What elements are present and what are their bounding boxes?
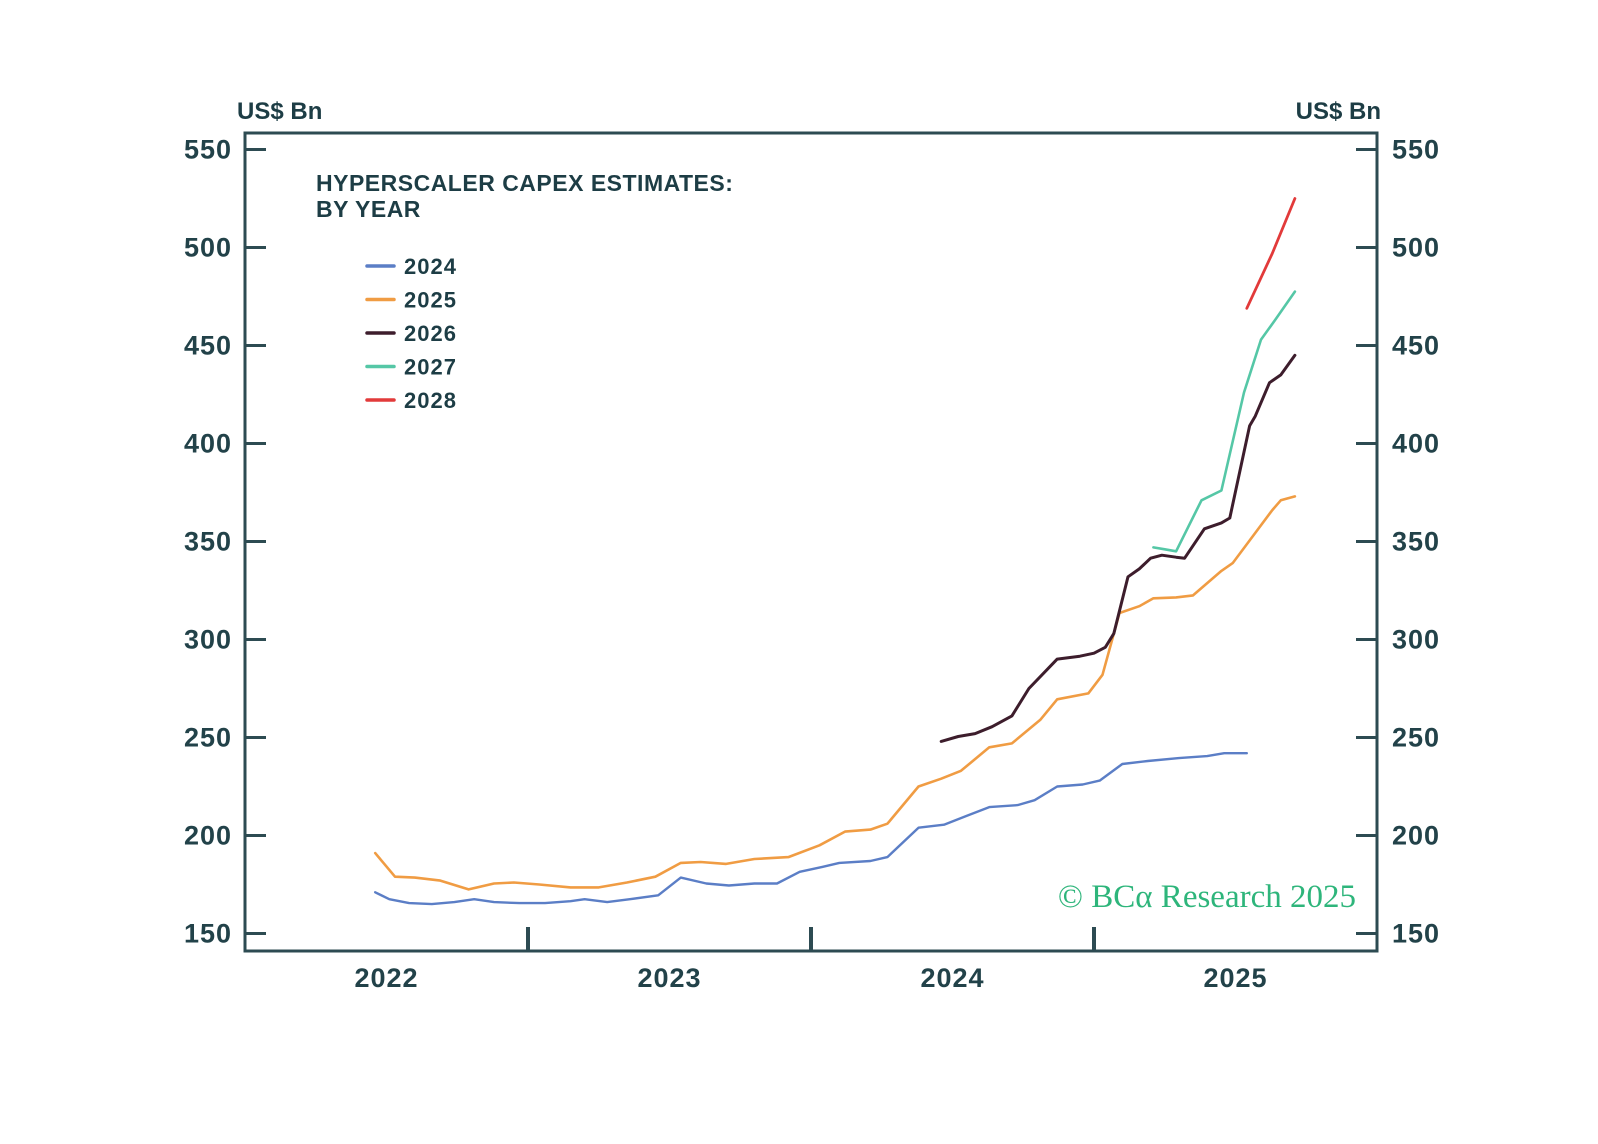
series-line-2025 (373, 495, 1297, 891)
x-tick-label: 2024 (920, 963, 984, 993)
x-tick-label: 2025 (1203, 963, 1267, 993)
axis-ticks: 150 150 200 200 250 250 300 300 350 350 400 400 450 4… (184, 135, 1440, 994)
y-tick-label-left: 500 (184, 233, 232, 263)
bca-research-watermark: © BCα Research 2025 (1058, 879, 1356, 915)
y-tick-label-right: 350 (1392, 527, 1440, 557)
series-line-2024 (374, 752, 1249, 906)
legend-label-2024: 2024 (404, 254, 457, 279)
x-tick-label: 2023 (637, 963, 701, 993)
y-tick-label-left: 300 (184, 625, 232, 655)
y-tick-label-left: 550 (184, 135, 232, 165)
y-tick-label-right: 150 (1392, 919, 1440, 949)
y-tick-label-right: 200 (1392, 821, 1440, 851)
y-tick-label-left: 200 (184, 821, 232, 851)
y-tick-label-left: 400 (184, 429, 232, 459)
y-tick-label-right: 250 (1392, 723, 1440, 753)
data-series-lines (373, 197, 1297, 906)
y-tick-label-left: 350 (184, 527, 232, 557)
y-tick-label-right: 550 (1392, 135, 1440, 165)
y-tick-label-left: 150 (184, 919, 232, 949)
y-tick-label-left: 250 (184, 723, 232, 753)
series-line-2027 (1152, 290, 1297, 553)
chart-legend: 2024 2025 2026 2027 2028 (365, 254, 457, 413)
y-tick-label-right: 500 (1392, 233, 1440, 263)
legend-label-2028: 2028 (404, 388, 457, 413)
series-line-2026 (939, 353, 1297, 743)
chart-title-line1: HYPERSCALER CAPEX ESTIMATES: (316, 170, 733, 196)
y-tick-label-right: 450 (1392, 331, 1440, 361)
x-tick-label: 2022 (354, 963, 418, 993)
y-tick-label-right: 300 (1392, 625, 1440, 655)
series-line-2028 (1245, 197, 1297, 310)
legend-label-2025: 2025 (404, 288, 457, 313)
y-axis-title-left: US$ Bn (237, 98, 322, 125)
y-axis-title-right: US$ Bn (1296, 98, 1381, 125)
legend-label-2027: 2027 (404, 355, 457, 380)
y-tick-label-left: 450 (184, 331, 232, 361)
chart-title-line2: BY YEAR (316, 196, 421, 222)
legend-label-2026: 2026 (404, 321, 457, 346)
y-tick-label-right: 400 (1392, 429, 1440, 459)
